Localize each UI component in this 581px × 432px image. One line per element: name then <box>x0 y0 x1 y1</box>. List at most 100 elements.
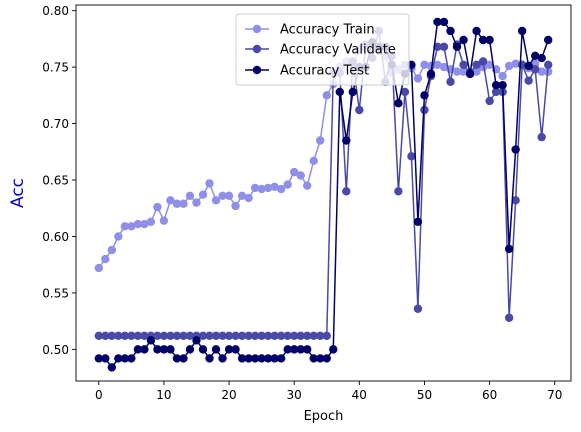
y-tick-label: 0.65 <box>42 174 69 188</box>
data-point <box>323 332 331 340</box>
data-point <box>199 190 207 198</box>
x-tick-label: 0 <box>95 388 103 402</box>
data-point <box>303 181 311 189</box>
data-point <box>427 70 435 78</box>
data-point <box>420 91 428 99</box>
x-tick-label: 10 <box>156 388 171 402</box>
y-tick-label: 0.50 <box>42 343 69 357</box>
legend-label-validate: Accuracy Validate <box>280 43 396 58</box>
data-point <box>179 200 187 208</box>
data-point <box>244 194 252 202</box>
legend-label-test: Accuracy Test <box>280 64 369 79</box>
y-tick-label: 0.55 <box>42 286 69 300</box>
data-point <box>310 157 318 165</box>
y-tick-label: 0.60 <box>42 230 69 244</box>
data-point <box>537 133 545 141</box>
data-point <box>166 345 174 353</box>
data-point <box>342 187 350 195</box>
data-point <box>524 62 532 70</box>
data-point <box>277 354 285 362</box>
x-ticks: 0 10 20 30 40 50 60 70 <box>95 381 562 402</box>
data-point <box>283 180 291 188</box>
data-point <box>212 345 220 353</box>
data-point <box>303 345 311 353</box>
data-point <box>101 255 109 263</box>
data-point <box>192 336 200 344</box>
y-tick-label: 0.70 <box>42 117 69 131</box>
data-point <box>329 345 337 353</box>
legend: Accuracy Train Accuracy Validate Accurac… <box>236 14 409 85</box>
data-point <box>199 345 207 353</box>
data-point <box>108 363 116 371</box>
data-point <box>485 36 493 44</box>
data-point <box>127 354 135 362</box>
data-point <box>192 198 200 206</box>
y-ticks: 0.50 0.55 0.60 0.65 0.70 0.75 0.80 <box>42 4 76 357</box>
legend-label-train: Accuracy Train <box>280 23 375 38</box>
x-tick-label: 60 <box>482 388 497 402</box>
data-point <box>336 88 344 96</box>
data-point <box>524 76 532 84</box>
x-tick-label: 70 <box>547 388 562 402</box>
data-point <box>485 97 493 105</box>
data-point <box>316 136 324 144</box>
data-point <box>414 74 422 82</box>
data-point <box>323 91 331 99</box>
data-point <box>459 36 467 44</box>
y-tick-label: 0.80 <box>42 4 69 18</box>
data-point <box>446 78 454 86</box>
data-point <box>440 18 448 26</box>
legend-marker-validate <box>253 45 261 53</box>
x-tick-label: 20 <box>221 388 236 402</box>
data-point <box>179 354 187 362</box>
data-point <box>505 245 513 253</box>
data-point <box>394 99 402 107</box>
data-point <box>446 27 454 35</box>
data-point <box>186 192 194 200</box>
data-point <box>518 27 526 35</box>
data-point <box>544 61 552 69</box>
data-point <box>537 54 545 62</box>
data-point <box>414 218 422 226</box>
data-point <box>114 232 122 240</box>
data-point <box>147 336 155 344</box>
data-point <box>505 314 513 322</box>
data-point <box>459 61 467 69</box>
data-point <box>95 264 103 272</box>
data-point <box>108 246 116 254</box>
y-axis-label: Acc <box>8 178 28 208</box>
data-point <box>101 354 109 362</box>
data-point <box>186 345 194 353</box>
data-point <box>323 354 331 362</box>
data-point <box>479 57 487 65</box>
legend-marker-train <box>253 25 261 33</box>
data-point <box>355 106 363 114</box>
data-point <box>225 192 233 200</box>
data-point <box>218 354 226 362</box>
data-point <box>394 187 402 195</box>
data-point <box>231 202 239 210</box>
data-point <box>440 43 448 51</box>
data-point <box>147 218 155 226</box>
data-point <box>297 171 305 179</box>
data-point <box>466 70 474 78</box>
data-point <box>544 36 552 44</box>
data-point <box>498 81 506 89</box>
data-point <box>414 305 422 313</box>
data-point <box>498 72 506 80</box>
x-tick-label: 50 <box>417 388 432 402</box>
legend-marker-test <box>253 66 261 74</box>
data-point <box>205 354 213 362</box>
data-point <box>349 88 357 96</box>
data-point <box>453 43 461 51</box>
data-point <box>205 179 213 187</box>
data-point <box>342 136 350 144</box>
data-point <box>153 203 161 211</box>
data-point <box>140 345 148 353</box>
y-tick-label: 0.75 <box>42 61 69 75</box>
data-point <box>231 345 239 353</box>
data-point <box>511 145 519 153</box>
x-axis-label: Epoch <box>304 409 344 424</box>
data-point <box>472 27 480 35</box>
